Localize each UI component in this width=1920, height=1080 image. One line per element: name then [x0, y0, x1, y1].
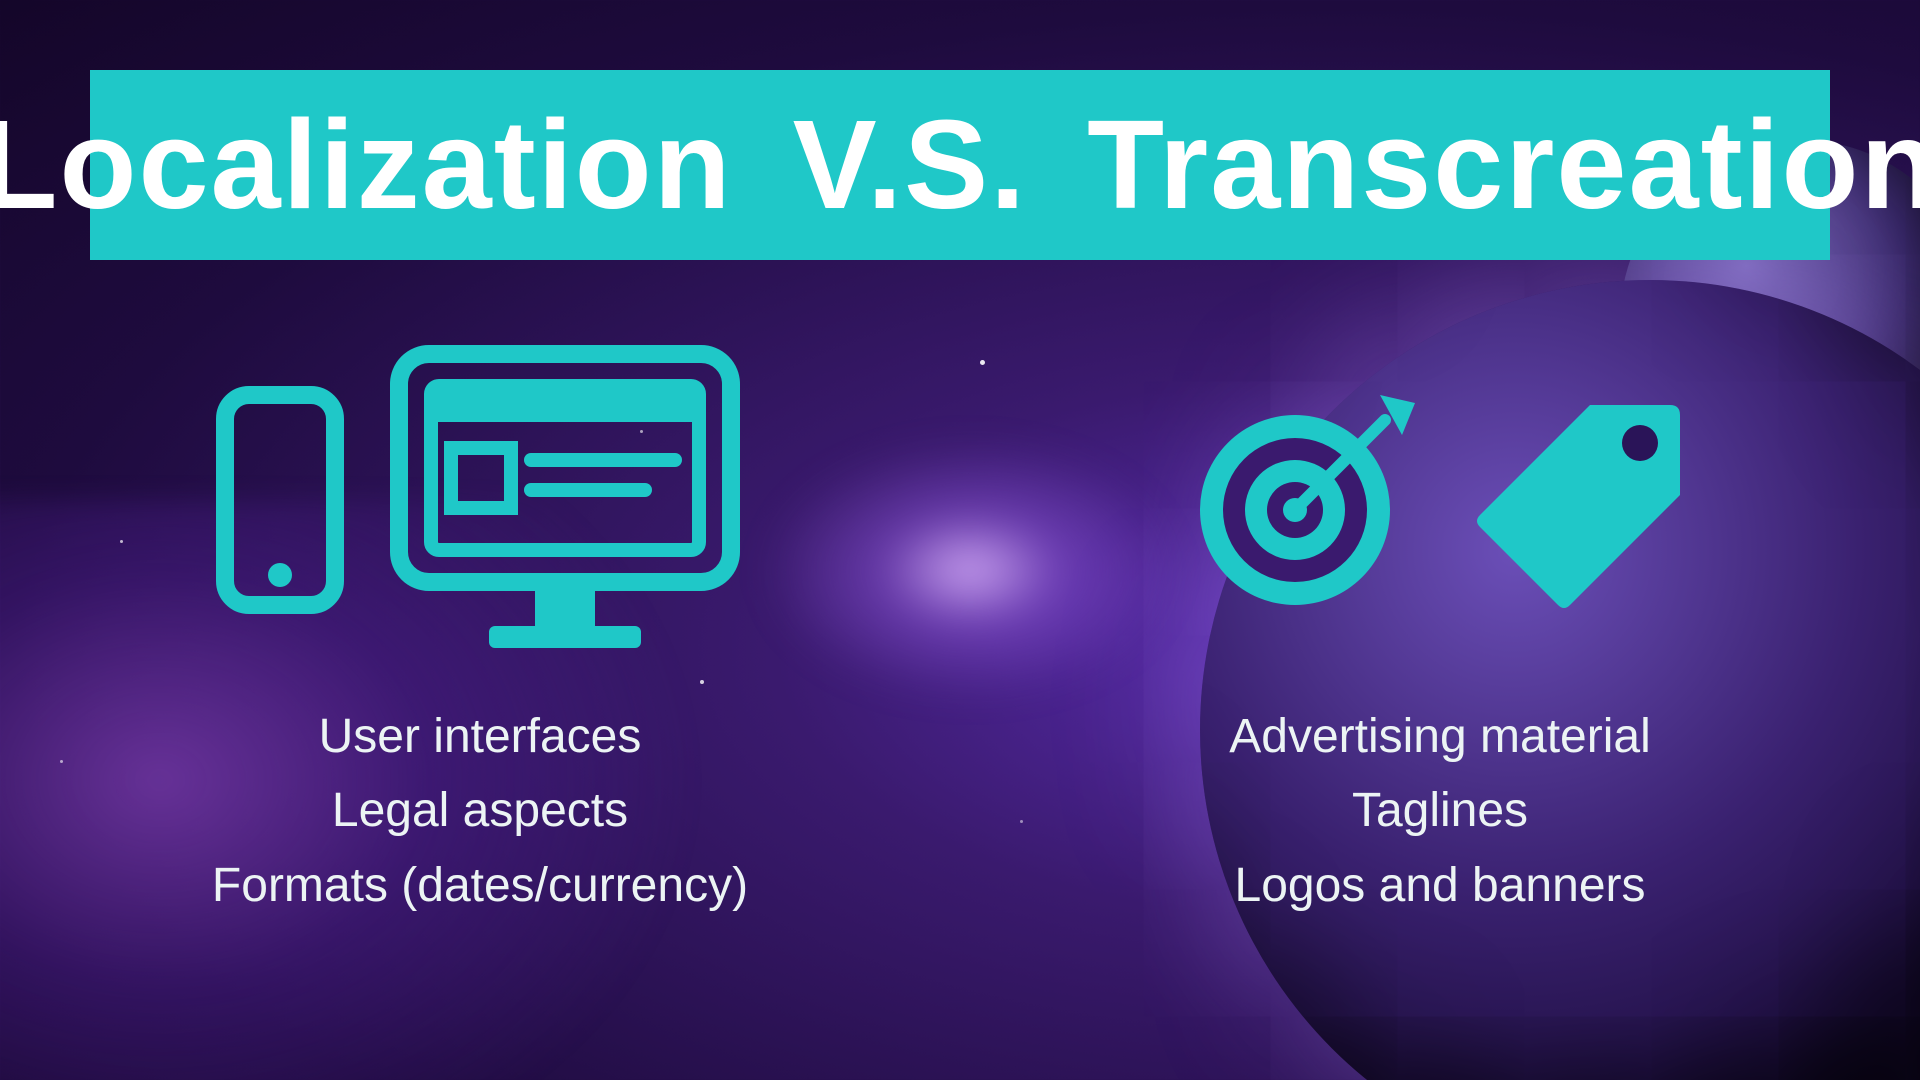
bullet-item: Formats (dates/currency): [212, 849, 748, 923]
monitor-icon: [385, 340, 745, 660]
title-vs: V.S.: [793, 102, 1028, 228]
bullet-item: User interfaces: [212, 700, 748, 774]
tag-icon: [1460, 385, 1690, 615]
localization-column: User interfaces Legal aspects Formats (d…: [0, 330, 960, 1040]
transcreation-column: Advertising material Taglines Logos and …: [960, 330, 1920, 1040]
title-left: Localization: [0, 102, 733, 228]
title-right: Transcreation: [1087, 102, 1920, 228]
title-banner: Localization V.S. Transcreation: [90, 70, 1830, 260]
bullet-item: Legal aspects: [212, 774, 748, 848]
bullet-item: Logos and banners: [1229, 849, 1651, 923]
columns-container: User interfaces Legal aspects Formats (d…: [0, 330, 1920, 1040]
phone-icon: [215, 385, 345, 615]
localization-bullets: User interfaces Legal aspects Formats (d…: [212, 700, 748, 923]
localization-icons: [215, 330, 745, 670]
bullet-item: Advertising material: [1229, 700, 1651, 774]
bullet-item: Taglines: [1229, 774, 1651, 848]
transcreation-bullets: Advertising material Taglines Logos and …: [1229, 700, 1651, 923]
target-icon: [1190, 385, 1420, 615]
transcreation-icons: [1190, 330, 1690, 670]
